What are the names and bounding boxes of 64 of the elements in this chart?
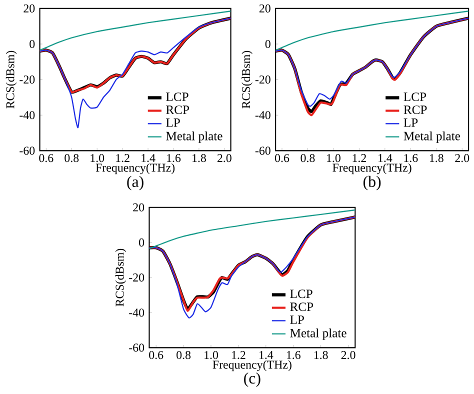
y-tick-label: -60	[255, 146, 270, 155]
y-tick-label: -40	[255, 110, 270, 119]
y-tick-label: 0	[265, 40, 270, 48]
x-tick-label: 1.4	[142, 154, 156, 162]
x-tick-label: 0.6	[274, 154, 290, 162]
y-tick-label: 0	[139, 238, 144, 246]
text: (a)	[127, 176, 144, 190]
x-tick-label: 1.8	[192, 154, 206, 162]
text: (b)	[363, 176, 381, 190]
y-tick-label: 0	[30, 40, 35, 48]
text: (c)	[244, 372, 260, 387]
x-tick-label: 1.0	[204, 350, 218, 359]
y-axis-title: RCS(dBsm)	[242, 50, 252, 108]
x-axis-title: Frequency(THz)	[212, 360, 292, 371]
legend-label: Metal plate	[404, 131, 460, 143]
y-tick-label: -60	[129, 343, 144, 352]
y-tick-label: 20	[133, 203, 144, 212]
x-tick-label: 1.2	[116, 154, 130, 162]
line-series	[40, 17, 231, 128]
y-tick-label: 20	[24, 4, 35, 12]
x-axis-title: Frequency(THz)	[96, 163, 175, 174]
x-tick-label: 0.6	[39, 154, 54, 162]
line-series	[149, 209, 356, 249]
x-tick-label: 1.2	[352, 154, 366, 162]
y-tick-label: -20	[255, 75, 270, 84]
x-tick-label: 1.0	[327, 154, 340, 162]
y-tick-label: -40	[129, 308, 144, 316]
legend-label: RCP	[290, 302, 314, 311]
legend-label: Metal plate	[290, 328, 346, 340]
line-series	[40, 10, 231, 51]
x-tick-label: 1.4	[259, 350, 274, 359]
legend-label: LP	[290, 315, 304, 324]
x-axis-title: Frequency(THz)	[332, 163, 412, 174]
y-tick-label: 20	[259, 4, 270, 12]
x-tick-label: 1.6	[404, 154, 418, 162]
line-series	[276, 10, 469, 51]
x-tick-label: 1.8	[430, 154, 444, 162]
y-axis-title: RCS(dBsm)	[6, 50, 17, 108]
x-tick-label: 2.0	[217, 154, 232, 162]
legend-label: Metal plate	[166, 131, 222, 143]
x-tick-label: 0.6	[149, 350, 164, 359]
legend-label: LCP	[290, 289, 312, 298]
legend-label: LP	[404, 118, 418, 127]
x-tick-label: 1.0	[90, 154, 104, 162]
x-tick-label: 2.0	[455, 154, 470, 162]
x-tick-label: 1.4	[378, 154, 392, 162]
y-tick-label: -60	[20, 146, 35, 155]
x-tick-label: 1.6	[286, 350, 300, 359]
legend-label: LCP	[404, 92, 426, 101]
legend-label: RCP	[404, 105, 427, 114]
x-tick-label: 1.6	[167, 154, 181, 162]
x-tick-label: 0.8	[300, 154, 315, 162]
x-tick-label: 1.8	[314, 350, 328, 359]
legend-label: RCP	[166, 105, 190, 114]
x-tick-label: 1.2	[232, 350, 246, 359]
y-tick-label: -20	[129, 273, 144, 282]
y-axis-title: RCS(dBsm)	[115, 248, 126, 306]
x-tick-label: 0.8	[176, 350, 191, 359]
legend-label: LCP	[166, 92, 188, 101]
y-tick-label: -40	[20, 110, 35, 119]
y-tick-label: -20	[20, 75, 35, 84]
legend-label: LP	[166, 118, 180, 127]
x-tick-label: 0.8	[64, 154, 79, 162]
x-tick-label: 2.0	[341, 350, 356, 359]
